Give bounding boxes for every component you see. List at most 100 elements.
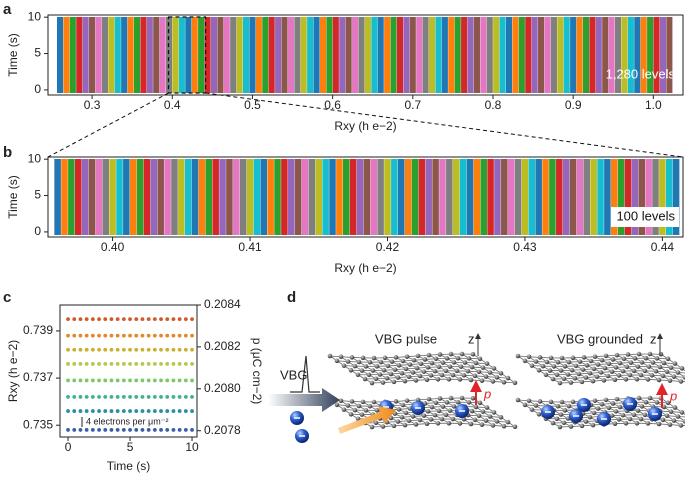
data-point: [90, 347, 95, 352]
y-tick-label: 5: [34, 188, 41, 202]
atom: [389, 359, 395, 364]
atom: [428, 373, 434, 378]
atom: [381, 367, 387, 373]
atom: [443, 368, 449, 374]
atom: [583, 419, 589, 424]
data-point: [84, 362, 89, 366]
atom: [526, 398, 532, 404]
atom: [547, 368, 553, 373]
atom: [352, 363, 358, 369]
data-point: [84, 347, 89, 352]
data-point: [177, 347, 182, 352]
atom: [682, 419, 685, 424]
data-point: [109, 347, 114, 352]
atom: [661, 360, 667, 366]
y-tick-label: 0.735: [23, 417, 53, 431]
atom: [614, 396, 620, 402]
atom: [341, 407, 347, 412]
atom: [349, 355, 355, 360]
data-point: [103, 409, 108, 413]
atom: [455, 399, 461, 405]
atom: [437, 352, 443, 357]
x-tick-label: 0.3: [84, 98, 101, 112]
atom: [477, 356, 483, 362]
x-tick-label: 0.44: [651, 240, 675, 254]
data-point: [190, 317, 194, 322]
data-point: [190, 428, 194, 432]
atom: [595, 406, 601, 411]
atom: [562, 408, 568, 413]
data-point: [171, 395, 176, 399]
data-point: [78, 317, 83, 322]
atom: [470, 395, 476, 401]
data-point: [190, 333, 194, 338]
atom: [352, 407, 358, 413]
atom: [429, 404, 435, 410]
atom: [410, 414, 416, 419]
data-point: [128, 378, 132, 383]
y-tick-label: 10: [28, 9, 42, 23]
diagram: VBG VBG pulse VBG grounded z z p p: [268, 331, 685, 443]
data-point: [78, 428, 83, 432]
atom: [458, 364, 464, 369]
atom: [432, 412, 438, 418]
annotation: 4 electrons per μm⁻²: [86, 416, 168, 426]
atom: [370, 368, 376, 373]
atom: [664, 413, 670, 419]
dipole-label: p: [483, 386, 491, 401]
atom: [440, 404, 446, 409]
atom: [592, 354, 598, 359]
atom: [459, 351, 465, 357]
atom: [440, 360, 446, 365]
data-point: [103, 347, 108, 352]
atom: [623, 376, 629, 382]
atom: [631, 368, 637, 374]
atom: [642, 368, 648, 374]
data-point: [190, 409, 194, 413]
atom: [551, 364, 557, 369]
atom: [362, 376, 368, 382]
atom: [672, 405, 678, 410]
z-label: z: [650, 331, 657, 346]
atom: [404, 354, 410, 359]
x-axis-label: Rxy (h e−2): [334, 119, 396, 133]
atom: [391, 423, 397, 429]
atom: [664, 369, 670, 375]
atom: [444, 400, 450, 405]
plot-frame: [59, 304, 198, 438]
data-point: [121, 409, 126, 413]
data-point: [183, 347, 188, 352]
atom: [505, 375, 511, 381]
data-point: [140, 317, 145, 322]
atom: [606, 405, 612, 411]
atom: [675, 414, 681, 419]
atom: [550, 420, 556, 426]
atom: [587, 414, 593, 420]
atom: [415, 397, 421, 403]
atom: [645, 377, 651, 382]
atom: [540, 363, 546, 369]
data-point: [177, 395, 182, 399]
atom: [603, 353, 609, 359]
atom: [623, 420, 629, 426]
atom: [466, 356, 472, 361]
atom: [391, 379, 397, 385]
right-title: VBG grounded: [557, 331, 643, 346]
atom: [667, 422, 673, 427]
atom: [647, 351, 653, 357]
data-point: [78, 347, 83, 352]
atom: [446, 420, 452, 426]
atom: [399, 414, 405, 420]
data-point: [78, 333, 83, 338]
atom: [417, 417, 423, 423]
atom: [639, 404, 645, 409]
data-point: [66, 347, 70, 352]
atom: [634, 376, 640, 382]
data-point: [84, 378, 89, 383]
atom: [678, 379, 684, 384]
x-tick-label: 0.4: [164, 98, 181, 112]
data-point: [109, 362, 114, 366]
y2-tick-label: 0.2078: [204, 423, 241, 437]
atom: [583, 375, 589, 380]
atom: [616, 373, 622, 378]
